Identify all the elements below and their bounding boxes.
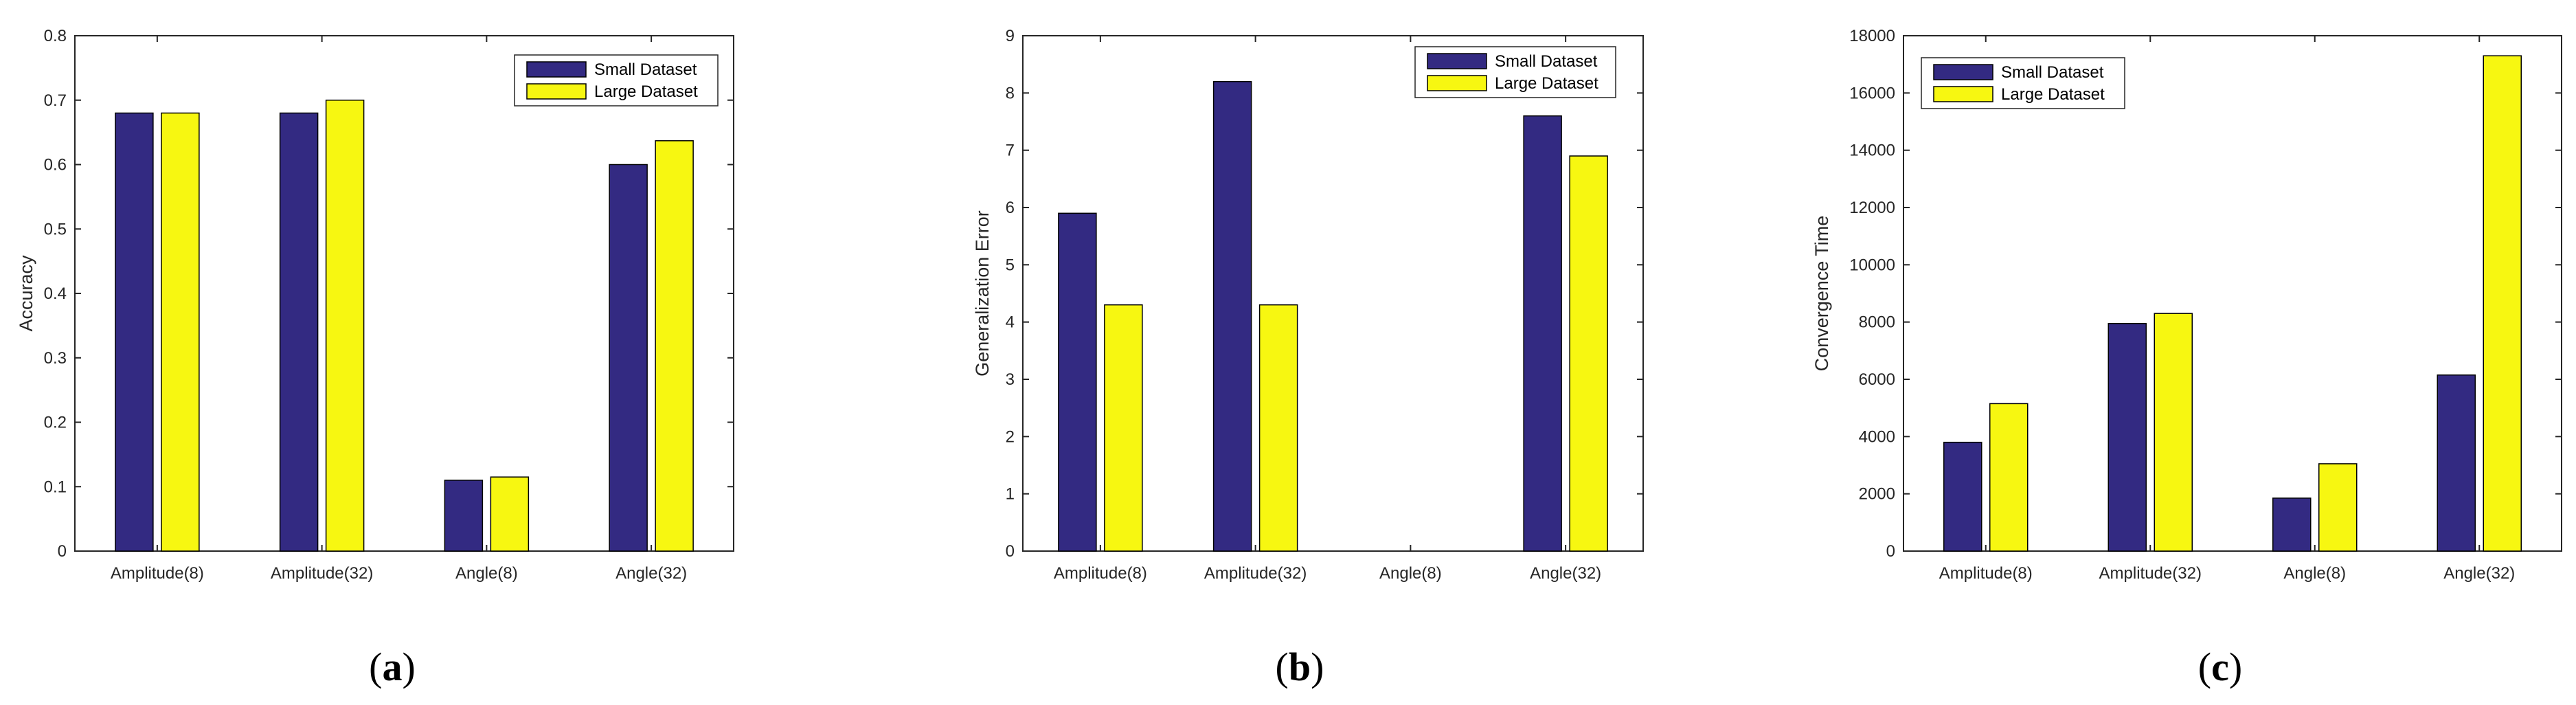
caption-open-paren: ( [2198, 645, 2211, 689]
caption-open-paren: ( [369, 645, 382, 689]
y-tick-label: 0 [1006, 542, 1015, 561]
caption-letter: b [1289, 645, 1311, 689]
y-tick-label: 0 [1886, 542, 1895, 561]
bar-large-1 [1989, 403, 2029, 552]
x-tick-label: Angle(8) [2283, 564, 2346, 583]
bar-small-4 [1523, 115, 1562, 552]
x-tick-label: Amplitude(8) [1054, 564, 1147, 583]
bar-small-2 [2108, 323, 2147, 552]
bar-small-4 [2437, 374, 2476, 552]
y-tick-label: 0.1 [44, 478, 67, 496]
x-tick-label: Amplitude(32) [271, 564, 373, 583]
y-tick-label: 1 [1006, 485, 1015, 504]
x-tick-label: Angle(32) [1530, 564, 1601, 583]
y-axis-label: Accuracy [16, 255, 36, 332]
legend-label-large: Large Dataset [594, 82, 698, 101]
x-tick-label: Amplitude(8) [111, 564, 204, 583]
bar-small-1 [1058, 212, 1097, 552]
y-tick-label: 12000 [1849, 199, 1895, 217]
bar-large-2 [2154, 313, 2193, 552]
legend-label-small: Small Dataset [2001, 63, 2104, 82]
x-tick-label: Amplitude(8) [1939, 564, 2033, 583]
y-tick-label: 0.8 [44, 27, 67, 45]
legend-label-small: Small Dataset [1495, 52, 1598, 71]
y-tick-label: 14000 [1849, 142, 1895, 160]
chart-panel-a: Amplitude(8) Amplitude(32) Angle(8) Angle(3… [16, 27, 734, 689]
y-tick-label: 0 [58, 542, 67, 561]
bar-small-2 [1212, 80, 1252, 552]
legend-swatch-small [526, 61, 587, 78]
bar-small-1 [1943, 441, 1982, 552]
y-tick-label: 0.7 [44, 91, 67, 110]
y-tick-label: 0.4 [44, 284, 67, 303]
chart-panel-c: Amplitude(8) Amplitude(32) Angle(8) Angle(3… [1811, 27, 2562, 689]
legend: Small Dataset Large Dataset [1921, 57, 2125, 109]
bar-small-1 [115, 112, 154, 552]
bar-large-3 [490, 476, 530, 552]
bar-small-3 [2272, 497, 2312, 552]
caption-close-paren: ) [2229, 645, 2242, 689]
legend-label-small: Small Dataset [594, 60, 697, 79]
x-tick-label: Amplitude(32) [1204, 564, 1307, 583]
y-tick-label: 6 [1006, 199, 1015, 217]
bar-large-3 [2318, 463, 2358, 552]
legend: Small Dataset Large Dataset [1414, 46, 1616, 98]
bar-small-2 [279, 112, 319, 552]
panel-caption: (a) [369, 645, 416, 689]
legend: Small Dataset Large Dataset [514, 54, 719, 107]
y-tick-label: 16000 [1849, 84, 1895, 102]
bar-large-4 [2483, 55, 2522, 552]
bar-small-4 [609, 164, 648, 552]
bar-large-2 [325, 100, 365, 552]
y-tick-label: 3 [1006, 370, 1015, 389]
y-tick-label: 0.2 [44, 414, 67, 432]
y-tick-label: 4000 [1859, 427, 1895, 446]
x-tick-label: Angle(32) [2443, 564, 2515, 583]
y-tick-label: 0.3 [44, 349, 67, 368]
bar-large-1 [161, 112, 200, 552]
y-tick-label: 8 [1006, 84, 1015, 102]
legend-swatch-small [1427, 53, 1487, 69]
x-tick-label: Angle(32) [615, 564, 687, 583]
x-tick-label: Angle(8) [455, 564, 518, 583]
y-axis-label: Generalization Error [972, 210, 993, 377]
bar-large-2 [1258, 304, 1298, 552]
legend-swatch-small [1933, 64, 1993, 80]
chart-panel-b: Amplitude(8) Amplitude(32) Angle(8) Angle(3… [972, 27, 1644, 689]
bar-large-4 [655, 140, 694, 552]
y-axis-label: Convergence Time [1811, 216, 1832, 372]
caption-close-paren: ) [1311, 645, 1324, 689]
y-tick-label: 2 [1006, 427, 1015, 446]
caption-open-paren: ( [1276, 645, 1289, 689]
legend-swatch-large [1427, 75, 1487, 91]
y-tick-label: 5 [1006, 256, 1015, 274]
x-tick-label: Amplitude(32) [2099, 564, 2202, 583]
y-tick-label: 0.6 [44, 156, 67, 175]
caption-close-paren: ) [403, 645, 416, 689]
y-tick-label: 7 [1006, 142, 1015, 160]
caption-letter: c [2211, 645, 2229, 689]
caption-letter: a [383, 645, 403, 689]
bar-large-4 [1569, 155, 1608, 552]
x-tick-label: Angle(8) [1379, 564, 1442, 583]
y-tick-label: 2000 [1859, 485, 1895, 504]
bar-small-3 [444, 480, 484, 552]
panel-caption: (c) [2198, 645, 2242, 689]
legend-swatch-large [1933, 86, 1993, 102]
y-tick-label: 8000 [1859, 313, 1895, 332]
legend-swatch-large [526, 83, 587, 100]
legend-label-large: Large Dataset [2001, 85, 2105, 104]
panel-caption: (b) [1276, 645, 1324, 689]
bar-large-1 [1104, 304, 1143, 552]
y-tick-label: 10000 [1849, 256, 1895, 274]
y-tick-label: 4 [1006, 313, 1015, 332]
y-tick-label: 6000 [1859, 370, 1895, 389]
y-tick-label: 9 [1006, 27, 1015, 45]
y-tick-label: 0.5 [44, 220, 67, 238]
legend-label-large: Large Dataset [1495, 74, 1598, 93]
y-tick-label: 18000 [1849, 27, 1895, 45]
